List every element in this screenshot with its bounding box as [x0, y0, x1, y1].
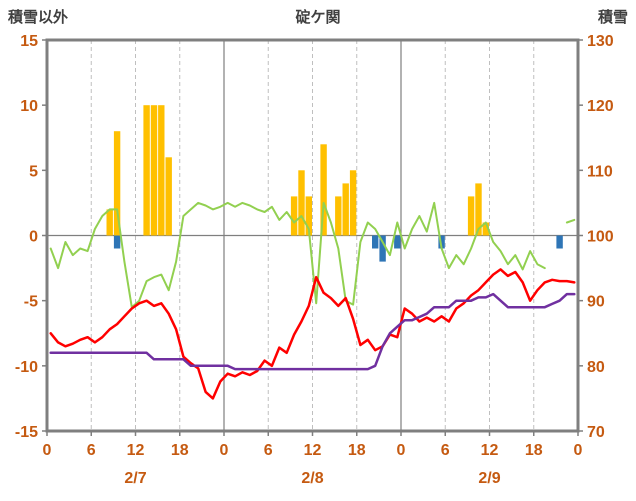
snowfall-bars — [106, 105, 489, 236]
left-axis-title: 積雪以外 — [8, 9, 69, 26]
snow-depth-line — [49, 292, 576, 371]
svg-text:0: 0 — [43, 442, 52, 459]
svg-text:12: 12 — [481, 442, 499, 459]
svg-text:130: 130 — [587, 33, 614, 50]
svg-text:90: 90 — [587, 294, 605, 311]
svg-text:-10: -10 — [15, 359, 38, 376]
svg-text:18: 18 — [525, 442, 543, 459]
right-axis-title: 積雪 — [597, 9, 628, 26]
svg-text:0: 0 — [574, 442, 583, 459]
temperature-line — [49, 268, 576, 400]
chart-title: 碇ケ関 — [295, 9, 341, 26]
svg-text:10: 10 — [20, 98, 38, 115]
svg-text:70: 70 — [587, 424, 605, 441]
svg-text:18: 18 — [171, 442, 189, 459]
svg-text:0: 0 — [397, 442, 406, 459]
svg-text:-5: -5 — [24, 294, 38, 311]
svg-text:110: 110 — [587, 163, 613, 180]
svg-text:2/8: 2/8 — [301, 470, 323, 487]
svg-text:80: 80 — [587, 359, 605, 376]
svg-text:12: 12 — [127, 442, 145, 459]
svg-text:15: 15 — [20, 33, 38, 50]
grid-lines — [47, 40, 578, 431]
svg-text:100: 100 — [587, 229, 614, 246]
svg-text:2/9: 2/9 — [478, 470, 500, 487]
svg-text:6: 6 — [87, 442, 96, 459]
svg-text:2/7: 2/7 — [124, 470, 146, 487]
svg-text:-15: -15 — [15, 424, 38, 441]
svg-text:6: 6 — [264, 442, 273, 459]
svg-text:18: 18 — [348, 442, 366, 459]
svg-text:0: 0 — [29, 229, 38, 246]
svg-text:12: 12 — [304, 442, 322, 459]
svg-text:0: 0 — [220, 442, 229, 459]
svg-text:6: 6 — [441, 442, 450, 459]
negative-bars — [113, 235, 563, 262]
svg-text:5: 5 — [29, 163, 38, 180]
svg-text:120: 120 — [587, 98, 614, 115]
